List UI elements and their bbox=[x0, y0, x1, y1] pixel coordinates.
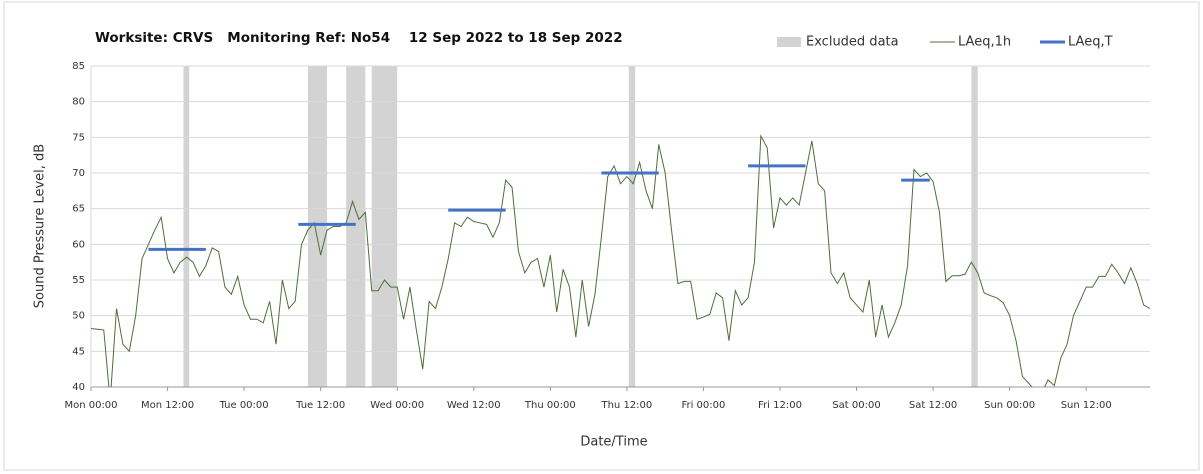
x-tick-label: Tue 12:00 bbox=[295, 400, 345, 411]
y-tick-label: 80 bbox=[72, 97, 85, 108]
series-line bbox=[91, 134, 1150, 387]
x-tick-label: Sun 12:00 bbox=[1061, 400, 1112, 411]
x-tick-label: Thu 00:00 bbox=[524, 400, 576, 411]
legend-label: LAeq,1h bbox=[958, 35, 1011, 50]
x-axis-title: Date/Time bbox=[580, 435, 647, 450]
excluded-band bbox=[971, 66, 978, 387]
excluded-band bbox=[346, 66, 366, 387]
legend-swatch bbox=[777, 37, 801, 47]
x-tick-label: Tue 00:00 bbox=[219, 400, 269, 411]
chart-title: Worksite: CRVS Monitoring Ref: No54 12 S… bbox=[95, 30, 623, 46]
y-tick-label: 55 bbox=[72, 275, 85, 286]
x-tick-label: Fri 12:00 bbox=[758, 400, 802, 411]
excluded-band bbox=[371, 66, 398, 387]
excluded-band bbox=[307, 66, 328, 387]
line-group bbox=[91, 134, 1150, 387]
excluded-band bbox=[628, 66, 636, 387]
y-tick-label: 50 bbox=[72, 311, 85, 322]
excluded-band bbox=[183, 66, 190, 387]
legend-label: Excluded data bbox=[806, 35, 899, 50]
y-tick-label: 85 bbox=[72, 61, 85, 72]
y-tick-label: 70 bbox=[72, 168, 85, 179]
y-tick-label: 60 bbox=[72, 239, 85, 250]
y-tick-label: 75 bbox=[72, 132, 85, 143]
x-tick-label: Wed 00:00 bbox=[370, 400, 424, 411]
y-tick-label: 45 bbox=[72, 346, 85, 357]
legend-label: LAeq,T bbox=[1068, 35, 1113, 50]
x-tick-label: Fri 00:00 bbox=[681, 400, 725, 411]
x-tick-label: Thu 12:00 bbox=[600, 400, 652, 411]
x-tick-label: Mon 00:00 bbox=[64, 400, 117, 411]
y-axis-title: Sound Pressure Level, dB bbox=[33, 144, 48, 308]
y-tick-label: 40 bbox=[72, 382, 85, 393]
y-tick-label: 65 bbox=[72, 204, 85, 215]
x-tick-label: Sat 12:00 bbox=[909, 400, 957, 411]
x-tick-label: Wed 12:00 bbox=[447, 400, 501, 411]
x-tick-label: Mon 12:00 bbox=[141, 400, 194, 411]
x-tick-label: Sat 00:00 bbox=[832, 400, 880, 411]
x-tick-label: Sun 00:00 bbox=[984, 400, 1035, 411]
